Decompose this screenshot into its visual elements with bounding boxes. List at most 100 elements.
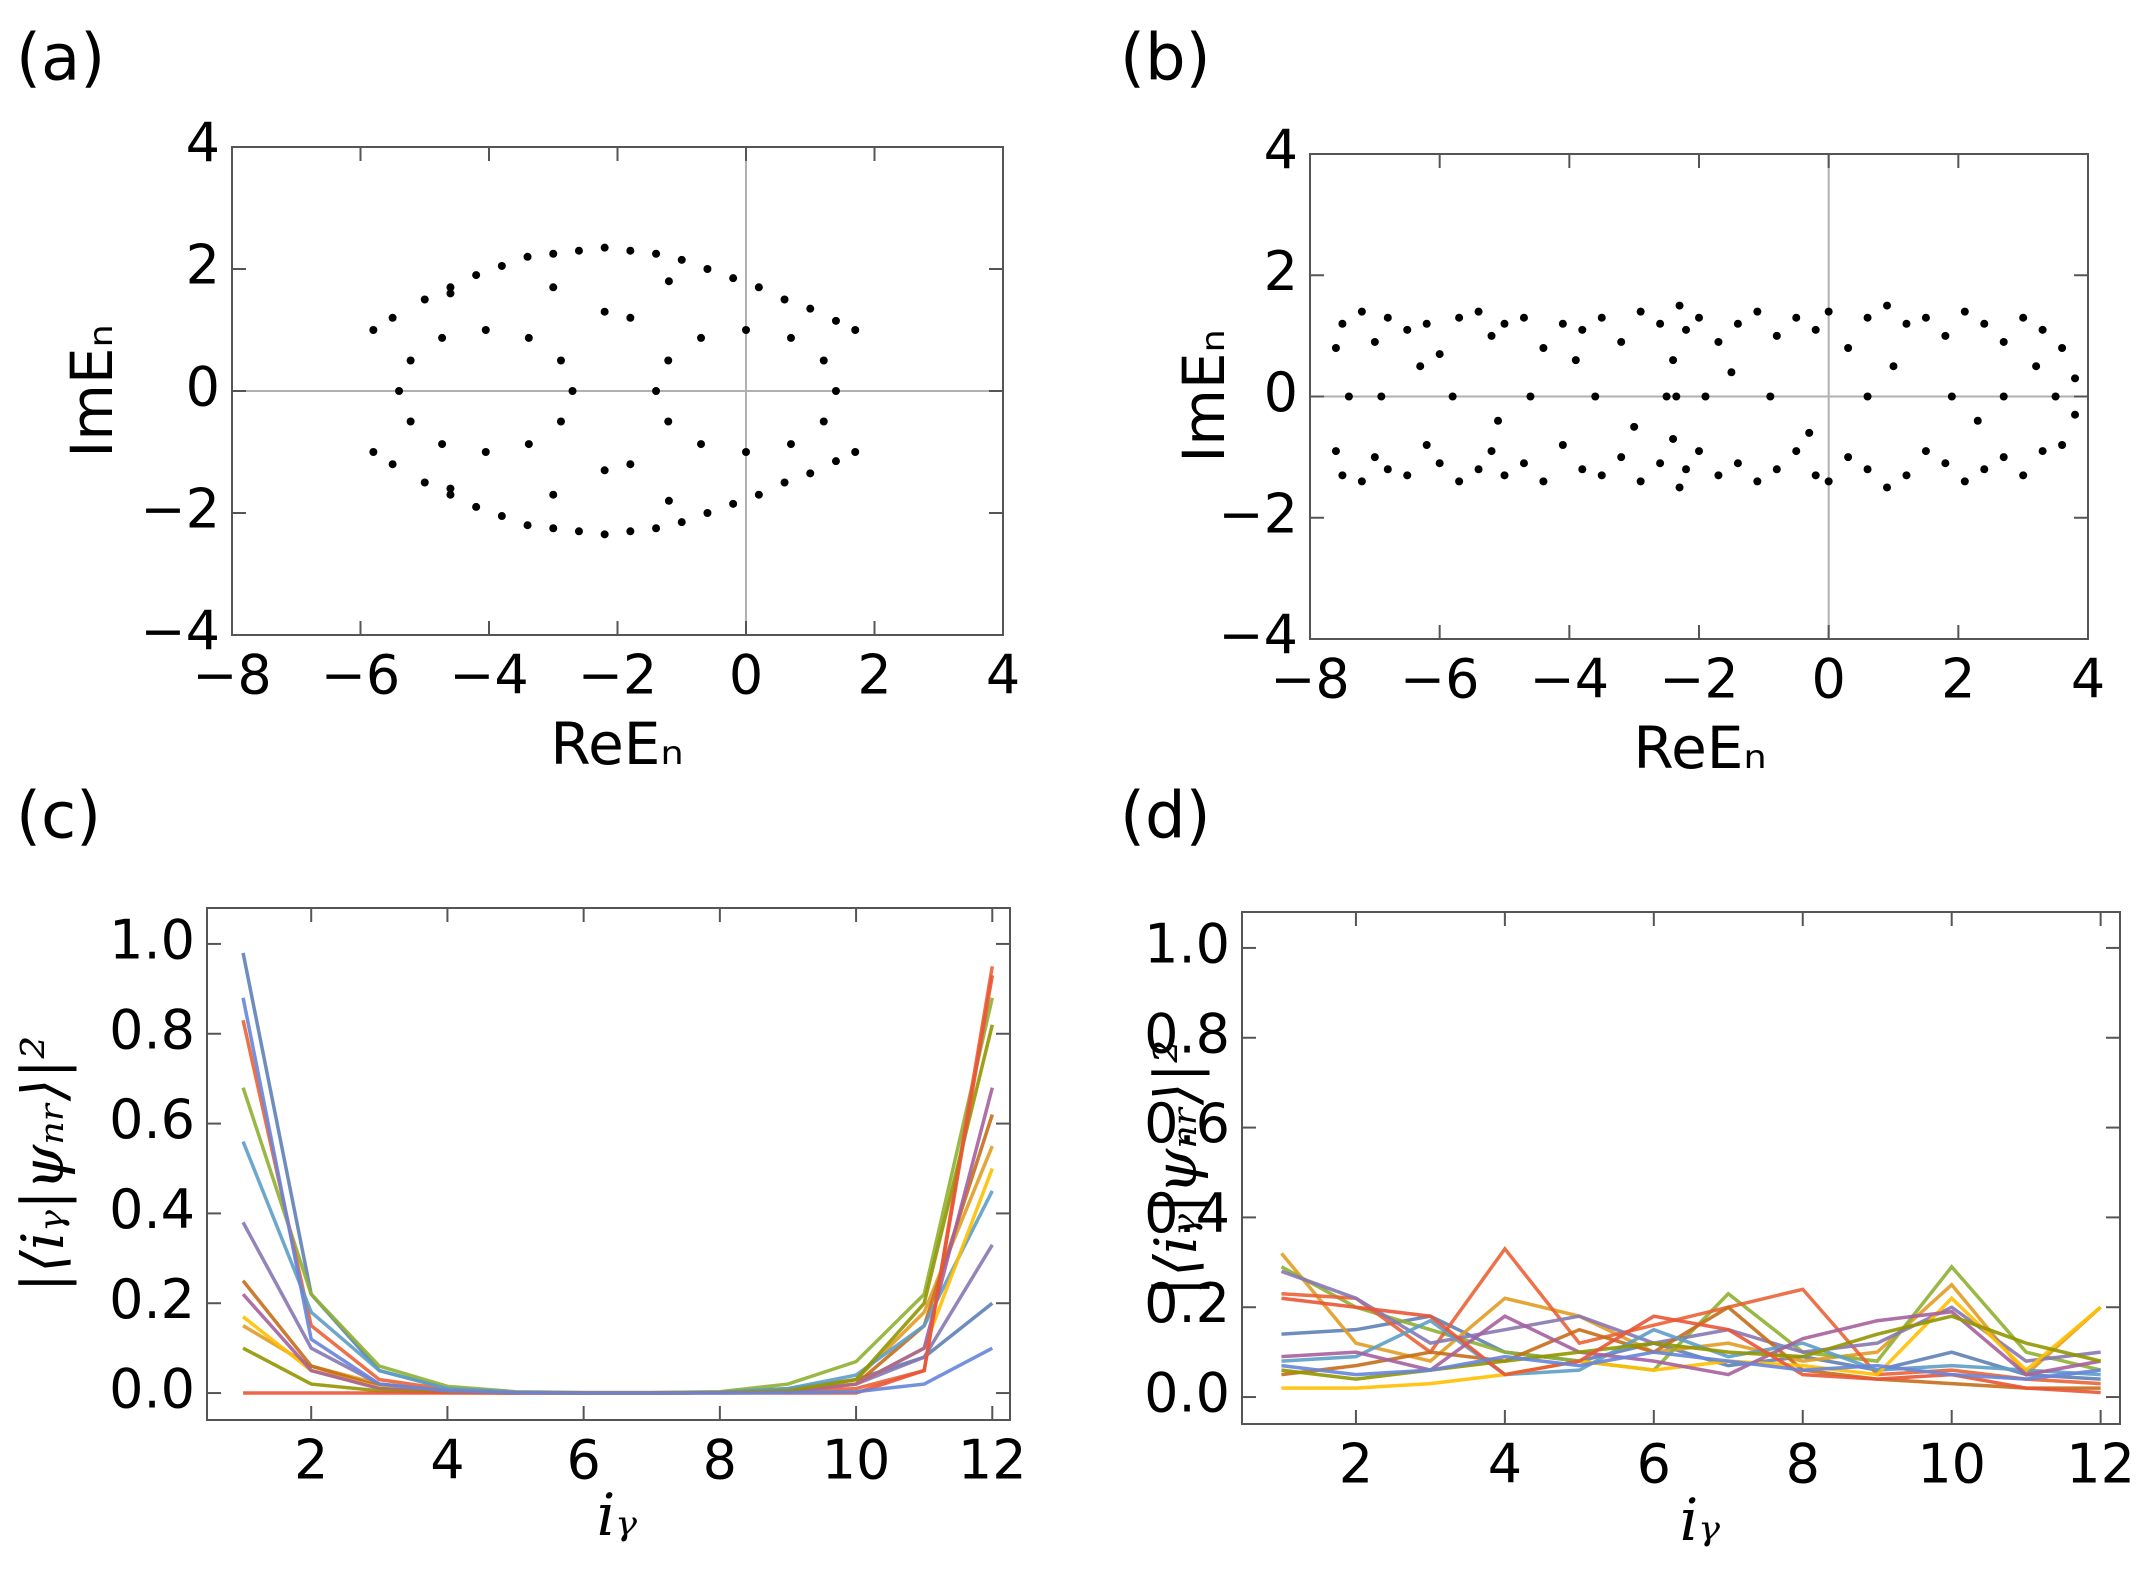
point [1422, 319, 1431, 328]
point [1519, 459, 1528, 468]
point [754, 490, 763, 499]
point [1960, 307, 1969, 316]
point [1416, 362, 1425, 371]
y-tick-label: 2 [1264, 240, 1298, 303]
point [664, 496, 673, 505]
point [1383, 313, 1392, 322]
point [1772, 465, 1781, 474]
point [1571, 356, 1580, 365]
point [549, 249, 558, 258]
point [1656, 319, 1665, 328]
point [1902, 471, 1911, 480]
point [1558, 319, 1567, 328]
point [1999, 392, 2008, 401]
y-tick-label: 0.6 [1144, 1092, 1230, 1155]
x-tick-label: 4 [2071, 648, 2105, 711]
point [1733, 319, 1742, 328]
point [742, 326, 750, 334]
point [406, 417, 415, 426]
point [556, 356, 565, 365]
x-tick-label: 4 [430, 1429, 464, 1492]
point [472, 502, 481, 511]
y-axis-label: ImEₙ [58, 324, 126, 457]
x-tick-label: −6 [321, 644, 401, 707]
series-line [241, 966, 995, 1395]
y-tick-label: 0.8 [109, 998, 195, 1061]
panel-label: (a) [16, 22, 105, 96]
x-tick-label: −8 [192, 644, 272, 707]
x-tick-label: 4 [986, 644, 1020, 707]
point [1526, 392, 1535, 401]
point [1383, 465, 1392, 474]
point [1941, 459, 1950, 468]
point [1338, 471, 1347, 480]
point [1403, 471, 1412, 480]
point [2038, 325, 2047, 334]
point [1675, 483, 1684, 492]
point [1448, 392, 1457, 401]
point [568, 387, 577, 395]
point [1921, 313, 1930, 322]
point [677, 518, 686, 527]
point [1377, 392, 1386, 401]
y-tick-label: 0.2 [109, 1268, 195, 1331]
series-line [1281, 1350, 2101, 1381]
point [1591, 392, 1600, 401]
point [1435, 459, 1444, 468]
point [664, 356, 673, 365]
point [806, 304, 815, 313]
point [1947, 392, 1956, 401]
point [1630, 422, 1639, 431]
point [481, 326, 490, 334]
y-tick-label: 0.0 [1144, 1362, 1230, 1425]
point [742, 448, 750, 456]
point [703, 509, 712, 517]
point [1539, 344, 1548, 352]
point [729, 274, 738, 283]
series-line [241, 997, 994, 1395]
point [600, 466, 609, 475]
point [1344, 392, 1353, 401]
point [1811, 325, 1820, 334]
panel-label: (d) [1120, 780, 1211, 854]
y-tick-label: 1.0 [1144, 913, 1230, 976]
point [1766, 392, 1775, 401]
x-tick-label: 12 [958, 1429, 1027, 1492]
point [1578, 465, 1587, 474]
point [664, 277, 673, 286]
x-tick-label: −2 [578, 644, 658, 707]
point [1902, 319, 1911, 328]
point [549, 490, 558, 499]
y-tick-label: 1.0 [109, 909, 195, 972]
y-tick-label: 0.8 [1144, 1002, 1230, 1065]
point [1617, 453, 1626, 462]
point [1753, 307, 1762, 316]
point [1474, 465, 1483, 474]
point [652, 387, 661, 395]
point [446, 490, 455, 499]
series-line [1281, 1314, 2101, 1381]
point [677, 255, 686, 264]
x-tick-label: 0 [729, 644, 763, 707]
point [1883, 483, 1892, 492]
series-line [1281, 1295, 2102, 1390]
point [438, 333, 447, 342]
point [1733, 459, 1742, 468]
point [1487, 331, 1496, 340]
point [697, 440, 706, 449]
point [851, 326, 860, 334]
point [1338, 319, 1347, 328]
x-tick-label: −6 [1400, 648, 1480, 711]
y-tick-label: 0.4 [1144, 1182, 1230, 1245]
point [754, 283, 763, 292]
point [1863, 392, 1872, 401]
point [1435, 350, 1444, 359]
point [1597, 471, 1606, 480]
x-tick-label: −4 [449, 644, 529, 707]
point [1889, 362, 1898, 371]
point [1824, 477, 1833, 486]
point [1863, 313, 1872, 322]
point [1474, 307, 1483, 316]
point [600, 307, 609, 316]
